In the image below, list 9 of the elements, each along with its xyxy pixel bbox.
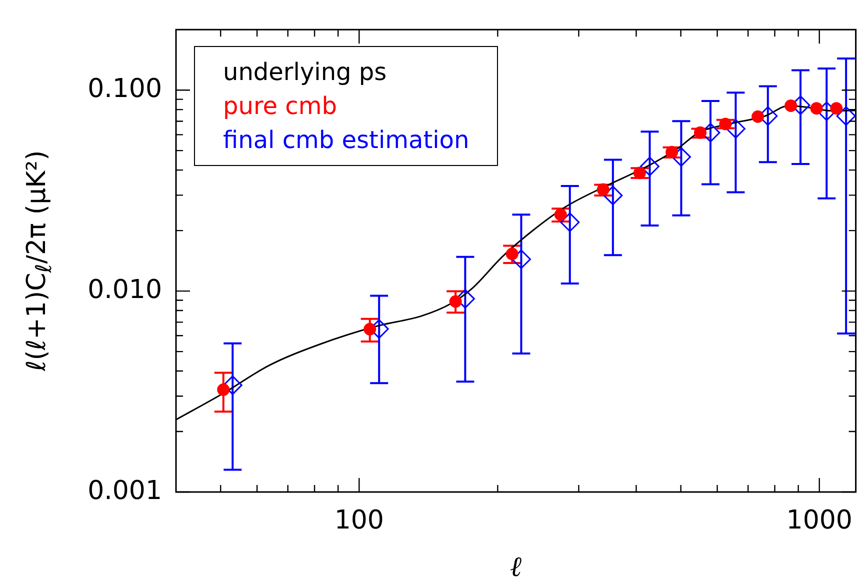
- legend-label: underlying ps: [223, 56, 388, 88]
- y-tick-label: 0.100: [88, 74, 162, 104]
- x-axis-title: ℓ: [510, 550, 522, 584]
- y-tick-label: 0.010: [88, 274, 162, 305]
- text: pure cmb: [223, 90, 338, 122]
- x-tick-label: 100: [334, 505, 384, 536]
- x-tick-label: 1000: [786, 505, 852, 536]
- text: final cmb estimation: [223, 124, 470, 156]
- y-tick-label: 0.001: [88, 476, 162, 506]
